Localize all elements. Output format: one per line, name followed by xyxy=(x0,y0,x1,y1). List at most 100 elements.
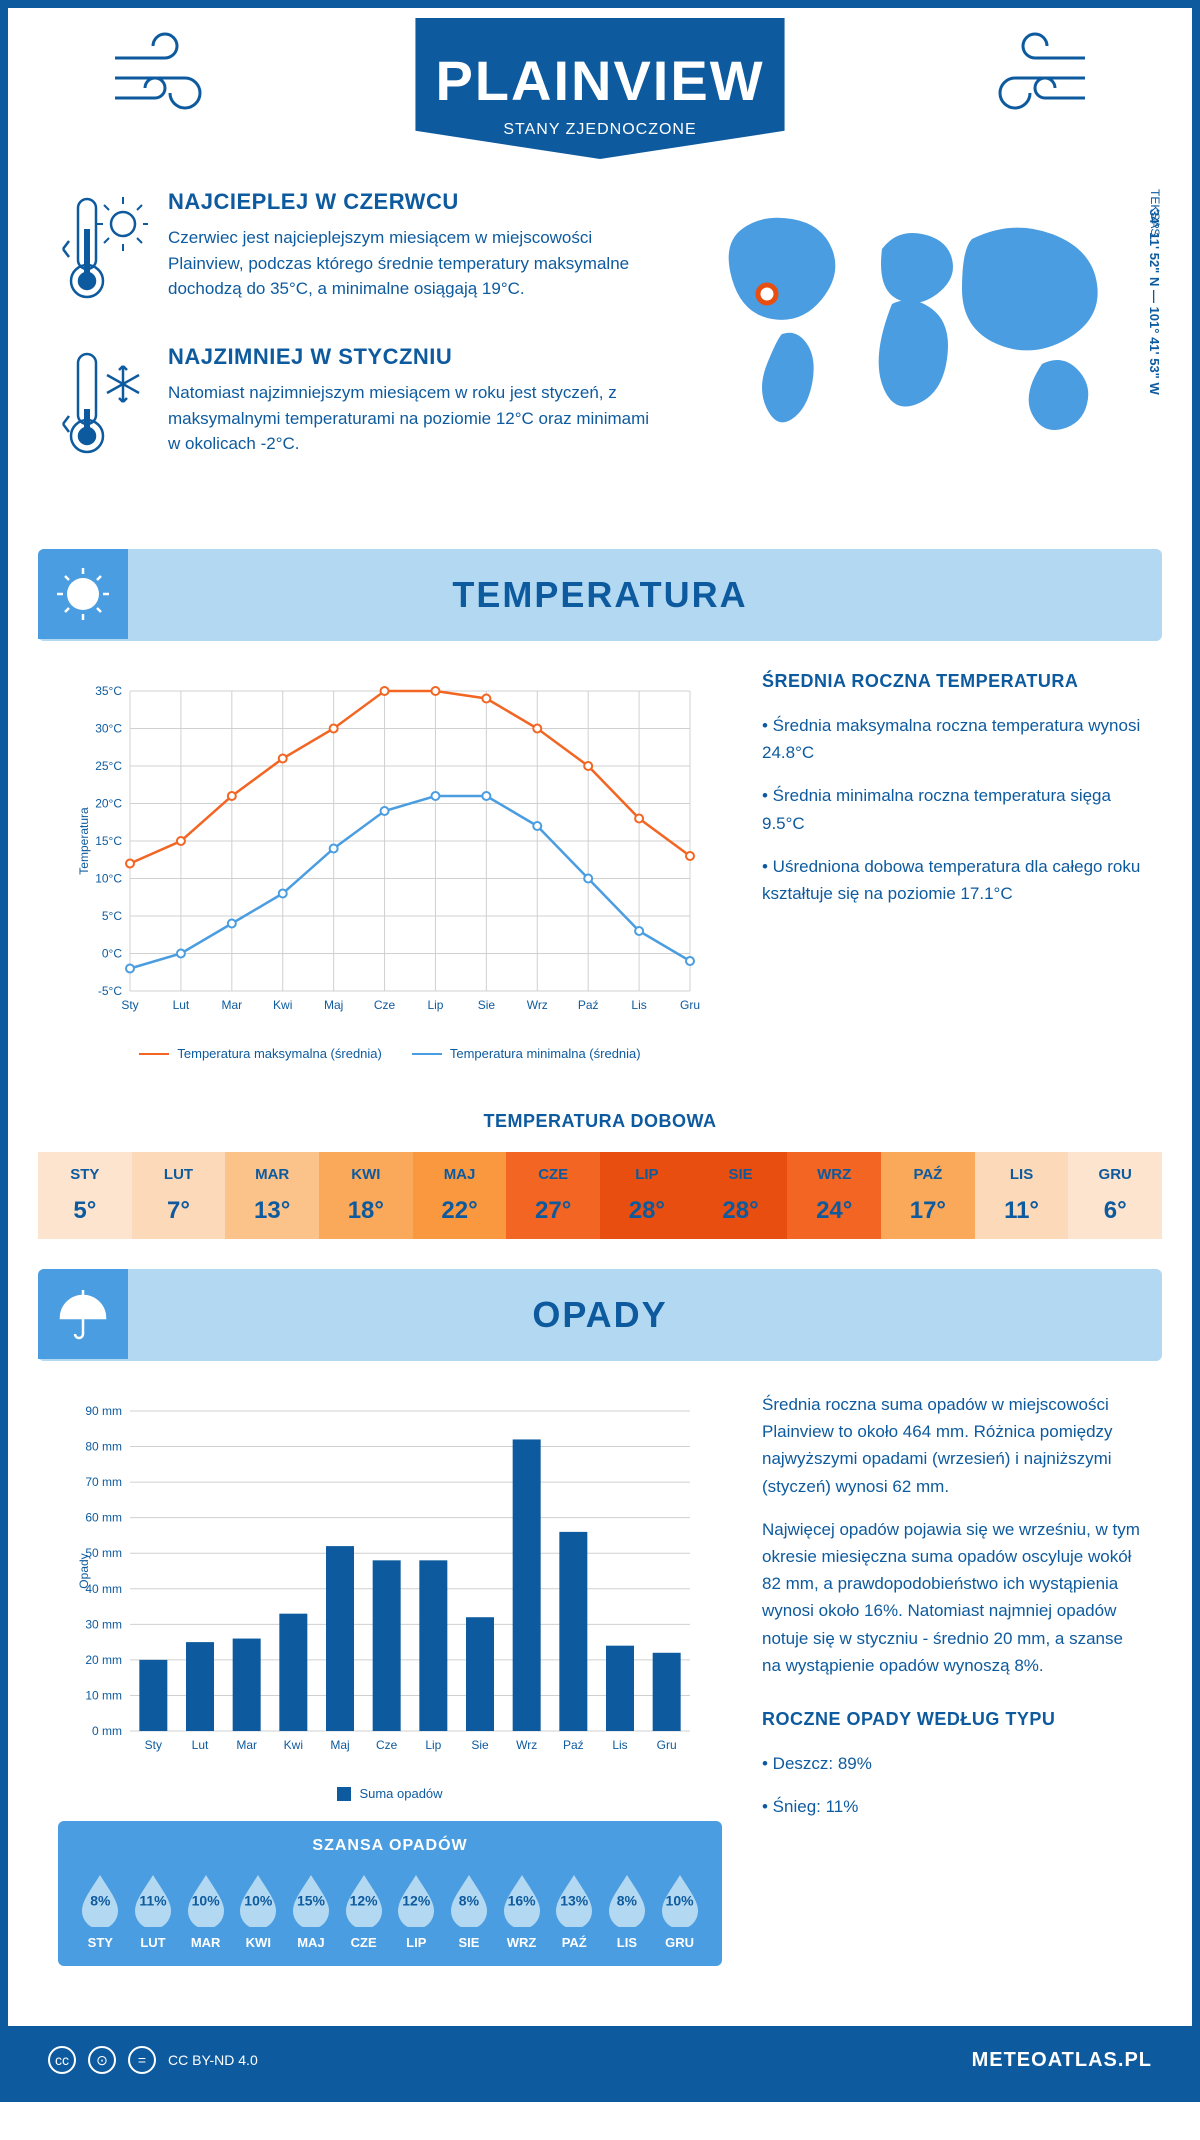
precipitation-info: Średnia roczna suma opadów w miejscowośc… xyxy=(762,1391,1142,1966)
svg-text:Gru: Gru xyxy=(680,998,700,1012)
chance-grid: 8%STY11%LUT10%MAR10%KWI15%MAJ12%CZE12%LI… xyxy=(74,1871,706,1950)
precipitation-rain: • Deszcz: 89% xyxy=(762,1750,1142,1777)
svg-text:Sty: Sty xyxy=(145,1738,162,1752)
footer: cc ⊙ = CC BY-ND 4.0 METEOATLAS.PL xyxy=(8,2026,1192,2094)
precipitation-text-1: Średnia roczna suma opadów w miejscowośc… xyxy=(762,1391,1142,1500)
svg-text:Wrz: Wrz xyxy=(516,1738,537,1752)
chance-cell: 8%STY xyxy=(78,1871,122,1950)
svg-text:80 mm: 80 mm xyxy=(85,1440,122,1454)
precipitation-chart-section: 0 mm10 mm20 mm30 mm40 mm50 mm60 mm70 mm8… xyxy=(8,1361,1192,1996)
svg-text:Paź: Paź xyxy=(578,998,599,1012)
svg-text:Lis: Lis xyxy=(631,998,646,1012)
svg-text:Kwi: Kwi xyxy=(284,1738,303,1752)
footer-site: METEOATLAS.PL xyxy=(972,2049,1152,2072)
svg-text:15°C: 15°C xyxy=(95,834,122,848)
intro-section: NAJCIEPLEJ W CZERWCU Czerwiec jest najci… xyxy=(8,159,1192,529)
wind-icon-right xyxy=(965,18,1105,138)
chance-cell: 16%WRZ xyxy=(500,1871,544,1950)
svg-text:Maj: Maj xyxy=(324,998,343,1012)
daily-cell: CZE27° xyxy=(506,1152,600,1239)
svg-text:Lut: Lut xyxy=(192,1738,209,1752)
svg-text:60 mm: 60 mm xyxy=(85,1511,122,1525)
page-subtitle: STANY ZJEDNOCZONE xyxy=(435,121,764,139)
temperature-title: TEMPERATURA xyxy=(63,574,1137,616)
svg-text:Lip: Lip xyxy=(427,998,443,1012)
svg-text:30°C: 30°C xyxy=(95,722,122,736)
daily-temperature-title: TEMPERATURA DOBOWA xyxy=(8,1111,1192,1132)
nd-icon: = xyxy=(128,2046,156,2074)
svg-text:Temperatura: Temperatura xyxy=(77,807,91,875)
svg-text:Sty: Sty xyxy=(121,998,138,1012)
warmest-description: Czerwiec jest najcieplejszym miesiącem w… xyxy=(168,225,652,302)
chance-cell: 12%LIP xyxy=(394,1871,438,1950)
svg-text:25°C: 25°C xyxy=(95,759,122,773)
precipitation-chart-area: 0 mm10 mm20 mm30 mm40 mm50 mm60 mm70 mm8… xyxy=(58,1391,722,1966)
legend-max: Temperatura maksymalna (średnia) xyxy=(139,1046,381,1061)
coordinates: 34° 11' 52" N — 101° 41' 53" W xyxy=(1147,209,1162,395)
svg-text:10°C: 10°C xyxy=(95,872,122,886)
temperature-info-title: ŚREDNIA ROCZNA TEMPERATURA xyxy=(762,671,1142,692)
svg-text:35°C: 35°C xyxy=(95,684,122,698)
map-column: TEKSAS 34° 11' 52" N — 101° 41' 53" W xyxy=(692,189,1142,499)
precipitation-text-2: Najwięcej opadów pojawia się we wrześniu… xyxy=(762,1516,1142,1679)
svg-text:0°C: 0°C xyxy=(102,947,122,961)
svg-text:Kwi: Kwi xyxy=(273,998,292,1012)
svg-text:Sie: Sie xyxy=(478,998,496,1012)
thermometer-hot-icon xyxy=(58,189,148,314)
precipitation-snow: • Śnieg: 11% xyxy=(762,1793,1142,1820)
world-map xyxy=(692,189,1142,469)
precipitation-chart: 0 mm10 mm20 mm30 mm40 mm50 mm60 mm70 mm8… xyxy=(58,1391,722,1771)
temperature-legend: Temperatura maksymalna (średnia) Tempera… xyxy=(58,1046,722,1061)
chance-cell: 10%MAR xyxy=(184,1871,228,1950)
license-text: CC BY-ND 4.0 xyxy=(168,2052,258,2068)
page: PLAINVIEW STANY ZJEDNOCZONE NAJCIEPLEJ W… xyxy=(0,0,1200,2102)
daily-cell: LIS11° xyxy=(975,1152,1069,1239)
svg-text:90 mm: 90 mm xyxy=(85,1404,122,1418)
daily-cell: MAR13° xyxy=(225,1152,319,1239)
chance-box: SZANSA OPADÓW 8%STY11%LUT10%MAR10%KWI15%… xyxy=(58,1821,722,1966)
header-banner: PLAINVIEW STANY ZJEDNOCZONE xyxy=(415,18,784,159)
daily-cell: SIE28° xyxy=(694,1152,788,1239)
svg-text:Mar: Mar xyxy=(221,998,242,1012)
temperature-bullet-1: • Średnia maksymalna roczna temperatura … xyxy=(762,712,1142,766)
temperature-bullet-3: • Uśredniona dobowa temperatura dla całe… xyxy=(762,853,1142,907)
precipitation-section-header: OPADY xyxy=(38,1269,1162,1361)
warmest-block: NAJCIEPLEJ W CZERWCU Czerwiec jest najci… xyxy=(58,189,652,314)
wind-icon-left xyxy=(95,18,235,138)
svg-text:5°C: 5°C xyxy=(102,909,122,923)
temperature-info: ŚREDNIA ROCZNA TEMPERATURA • Średnia mak… xyxy=(762,671,1142,1061)
svg-text:0 mm: 0 mm xyxy=(92,1724,122,1738)
sun-icon xyxy=(38,549,128,639)
svg-text:30 mm: 30 mm xyxy=(85,1617,122,1631)
coldest-description: Natomiast najzimniejszym miesiącem w rok… xyxy=(168,380,652,457)
precipitation-title: OPADY xyxy=(63,1294,1137,1336)
svg-text:Maj: Maj xyxy=(330,1738,349,1752)
temperature-section-header: TEMPERATURA xyxy=(38,549,1162,641)
daily-cell: STY5° xyxy=(38,1152,132,1239)
temperature-bullet-2: • Średnia minimalna roczna temperatura s… xyxy=(762,782,1142,836)
temperature-chart: -5°C0°C5°C10°C15°C20°C25°C30°C35°CStyLut… xyxy=(58,671,722,1061)
daily-cell: MAJ22° xyxy=(413,1152,507,1239)
intro-text-column: NAJCIEPLEJ W CZERWCU Czerwiec jest najci… xyxy=(58,189,652,499)
svg-text:Mar: Mar xyxy=(236,1738,257,1752)
daily-cell: LIP28° xyxy=(600,1152,694,1239)
daily-temperature-grid: STY5°LUT7°MAR13°KWI18°MAJ22°CZE27°LIP28°… xyxy=(38,1152,1162,1239)
chance-cell: 10%KWI xyxy=(236,1871,280,1950)
coldest-text: NAJZIMNIEJ W STYCZNIU Natomiast najzimni… xyxy=(168,344,652,469)
coldest-block: NAJZIMNIEJ W STYCZNIU Natomiast najzimni… xyxy=(58,344,652,469)
svg-text:Sie: Sie xyxy=(471,1738,489,1752)
chance-cell: 8%LIS xyxy=(605,1871,649,1950)
by-icon: ⊙ xyxy=(88,2046,116,2074)
daily-cell: GRU6° xyxy=(1068,1152,1162,1239)
svg-text:70 mm: 70 mm xyxy=(85,1475,122,1489)
legend-min: Temperatura minimalna (średnia) xyxy=(412,1046,641,1061)
chance-title: SZANSA OPADÓW xyxy=(74,1837,706,1855)
coldest-title: NAJZIMNIEJ W STYCZNIU xyxy=(168,344,652,370)
daily-cell: PAŹ17° xyxy=(881,1152,975,1239)
svg-text:Wrz: Wrz xyxy=(527,998,548,1012)
svg-text:20°C: 20°C xyxy=(95,797,122,811)
svg-text:Cze: Cze xyxy=(376,1738,398,1752)
header-wrap: PLAINVIEW STANY ZJEDNOCZONE xyxy=(8,8,1192,159)
svg-text:Cze: Cze xyxy=(374,998,396,1012)
daily-cell: KWI18° xyxy=(319,1152,413,1239)
